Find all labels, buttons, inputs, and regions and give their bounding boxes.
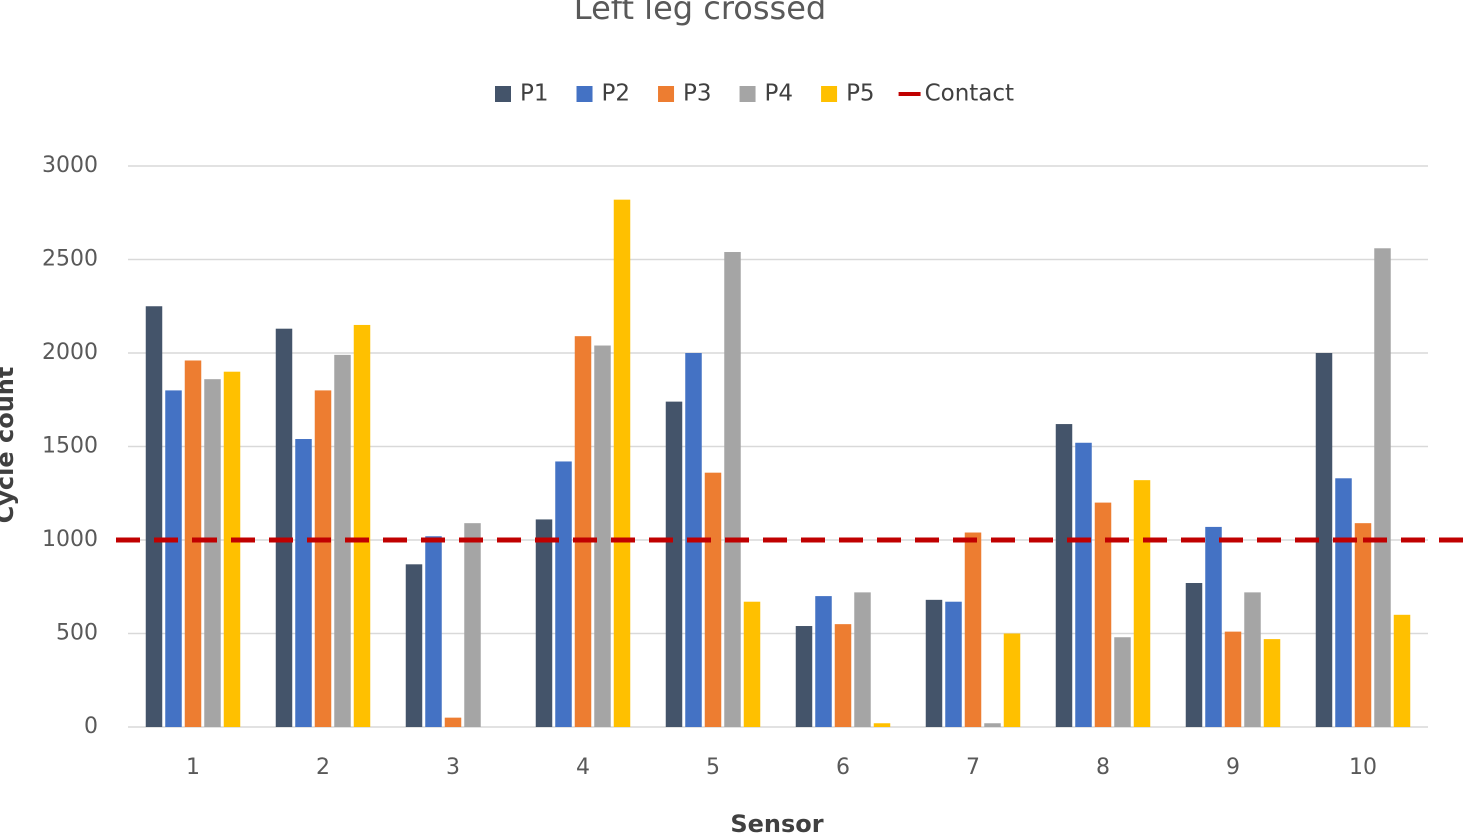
bar [1205,526,1222,727]
bar [535,519,553,727]
legend-swatch [821,86,838,102]
x-tick-label: 2 [316,755,330,780]
bar [1114,637,1131,727]
bar [405,564,423,727]
bar [223,371,241,727]
bar [1003,633,1021,727]
bar [1263,639,1281,727]
x-tick-label: 7 [966,755,980,780]
bar [1244,592,1261,727]
y-tick-label: 2000 [42,340,98,365]
bar [1393,614,1411,727]
bar [1335,478,1352,727]
y-tick-label: 1000 [42,527,98,552]
bar [555,461,572,727]
bar [964,532,982,727]
bar [665,401,683,727]
bar [743,601,761,727]
bar [704,472,722,727]
bar [984,723,1001,727]
y-tick-label: 3000 [42,153,98,178]
x-tick-label: 9 [1226,755,1240,780]
bar [1075,442,1092,727]
y-tick-label: 2500 [42,247,98,272]
bar [334,354,351,727]
bar [925,599,943,727]
bar [873,723,891,727]
chart-title: Left leg crossed [574,0,826,27]
legend-swatch [658,86,675,102]
bar [165,390,182,727]
x-tick-label: 8 [1096,755,1110,780]
legend-label: P4 [765,81,794,107]
x-axis-label: Sensor [730,810,823,838]
bar [1094,502,1112,727]
legend-swatch [739,86,756,102]
bar [1055,424,1073,727]
bar [613,199,631,727]
y-tick-label: 0 [84,714,98,739]
bar [444,717,462,727]
bar [295,439,312,727]
bar [353,324,371,727]
bar [1224,631,1242,727]
legend-label: Contact [925,81,1014,107]
bar [795,626,813,727]
x-tick-label: 4 [576,755,590,780]
bar [594,345,611,727]
y-axis-label: Cycle count [0,367,19,524]
x-tick-label: 6 [836,755,850,780]
bar [1133,480,1151,727]
bar [574,336,592,727]
bar [1315,353,1333,727]
bar [204,379,221,727]
x-tick-label: 5 [706,755,720,780]
legend-label: P2 [602,81,631,107]
bar [314,390,332,727]
x-tick-label: 1 [186,755,200,780]
x-tick-label: 10 [1349,755,1377,780]
bar [724,252,741,727]
legend-label: P1 [520,81,549,107]
bar [1374,248,1391,727]
y-tick-label: 1500 [42,434,98,459]
legend-swatch [495,86,511,102]
bar [815,596,832,727]
x-tick-label: 3 [446,755,460,780]
bar [184,360,202,727]
legend-label: P3 [683,81,712,107]
y-tick-label: 500 [56,621,98,646]
bar [275,328,293,727]
bar [945,601,962,727]
legend-swatch [576,86,593,102]
bar [834,624,852,727]
bar [1185,583,1203,727]
bar [1354,523,1372,727]
bar [425,536,442,727]
bar [464,523,481,727]
legend-label: P5 [846,81,875,107]
bar [145,306,163,727]
bar [854,592,871,727]
